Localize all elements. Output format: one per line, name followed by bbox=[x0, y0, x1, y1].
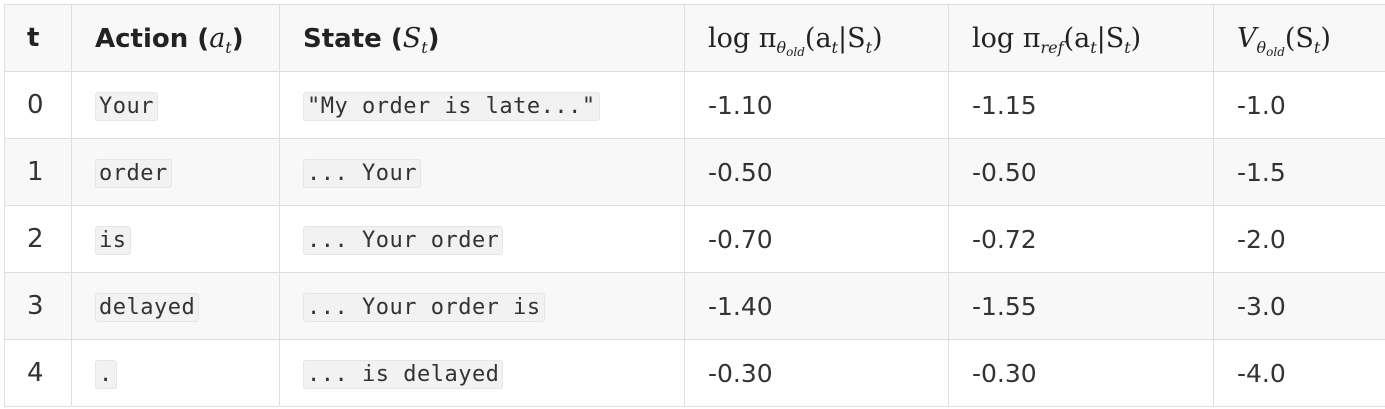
cell-logprob-old: -0.30 bbox=[684, 339, 949, 407]
state-context: ... is delayed bbox=[303, 360, 504, 389]
cell-state: ... Your order is bbox=[279, 272, 685, 340]
cell-action: order bbox=[71, 138, 280, 206]
cell-value: -3.0 bbox=[1213, 272, 1385, 340]
cell-state: "My order is late..." bbox=[279, 71, 685, 139]
cell-logprob-old: -1.40 bbox=[684, 272, 949, 340]
state-context: ... Your bbox=[303, 159, 421, 188]
header-action-math: at bbox=[209, 22, 232, 57]
cell-t: 2 bbox=[4, 205, 72, 273]
cell-t: 4 bbox=[4, 339, 72, 407]
cell-action: . bbox=[71, 339, 280, 407]
cell-value: -1.0 bbox=[1213, 71, 1385, 139]
cell-t: 0 bbox=[4, 71, 72, 139]
action-token: . bbox=[95, 360, 117, 389]
cell-t: 1 bbox=[4, 138, 72, 206]
header-action: Action (at) bbox=[71, 4, 280, 72]
table-header-row: t Action (at) State (St) log πθold(at|St… bbox=[4, 4, 1385, 72]
cell-t: 3 bbox=[4, 272, 72, 340]
cell-logprob-ref: -0.72 bbox=[948, 205, 1214, 273]
cell-logprob-ref: -1.15 bbox=[948, 71, 1214, 139]
action-token: delayed bbox=[95, 293, 200, 322]
cell-logprob-ref: -0.50 bbox=[948, 138, 1214, 206]
cell-value: -1.5 bbox=[1213, 138, 1385, 206]
cell-value: -4.0 bbox=[1213, 339, 1385, 407]
table-row: 3 delayed ... Your order is -1.40 -1.55 … bbox=[4, 272, 1385, 340]
table-row: 4 . ... is delayed -0.30 -0.30 -4.0 bbox=[4, 339, 1385, 407]
cell-logprob-old: -0.70 bbox=[684, 205, 949, 273]
table-row: 0 Your "My order is late..." -1.10 -1.15… bbox=[4, 71, 1385, 139]
action-token: is bbox=[95, 226, 131, 255]
cell-logprob-old: -0.50 bbox=[684, 138, 949, 206]
header-state-label: State ( bbox=[303, 23, 403, 54]
cell-state: ... Your order bbox=[279, 205, 685, 273]
cell-value: -2.0 bbox=[1213, 205, 1385, 273]
table-row: 1 order ... Your -0.50 -0.50 -1.5 bbox=[4, 138, 1385, 206]
cell-action: delayed bbox=[71, 272, 280, 340]
table-row: 2 is ... Your order -0.70 -0.72 -2.0 bbox=[4, 205, 1385, 273]
header-value: Vθold(St) bbox=[1213, 4, 1385, 72]
cell-action: Your bbox=[71, 71, 280, 139]
header-t: t bbox=[4, 4, 72, 72]
trajectory-table: t Action (at) State (St) log πθold(at|St… bbox=[4, 4, 1385, 407]
cell-state: ... Your bbox=[279, 138, 685, 206]
header-state-math: St bbox=[402, 22, 428, 57]
cell-action: is bbox=[71, 205, 280, 273]
header-logprob-old: log πθold(at|St) bbox=[684, 4, 949, 72]
action-token: order bbox=[95, 159, 172, 188]
state-context: ... Your order bbox=[303, 226, 504, 255]
state-context: "My order is late..." bbox=[303, 92, 600, 121]
cell-logprob-old: -1.10 bbox=[684, 71, 949, 139]
cell-state: ... is delayed bbox=[279, 339, 685, 407]
header-action-label: Action ( bbox=[95, 23, 210, 54]
action-token: Your bbox=[95, 92, 158, 121]
header-state: State (St) bbox=[279, 4, 685, 72]
state-context: ... Your order is bbox=[303, 293, 545, 322]
cell-logprob-ref: -1.55 bbox=[948, 272, 1214, 340]
header-logprob-ref: log πref(at|St) bbox=[948, 4, 1214, 72]
cell-logprob-ref: -0.30 bbox=[948, 339, 1214, 407]
